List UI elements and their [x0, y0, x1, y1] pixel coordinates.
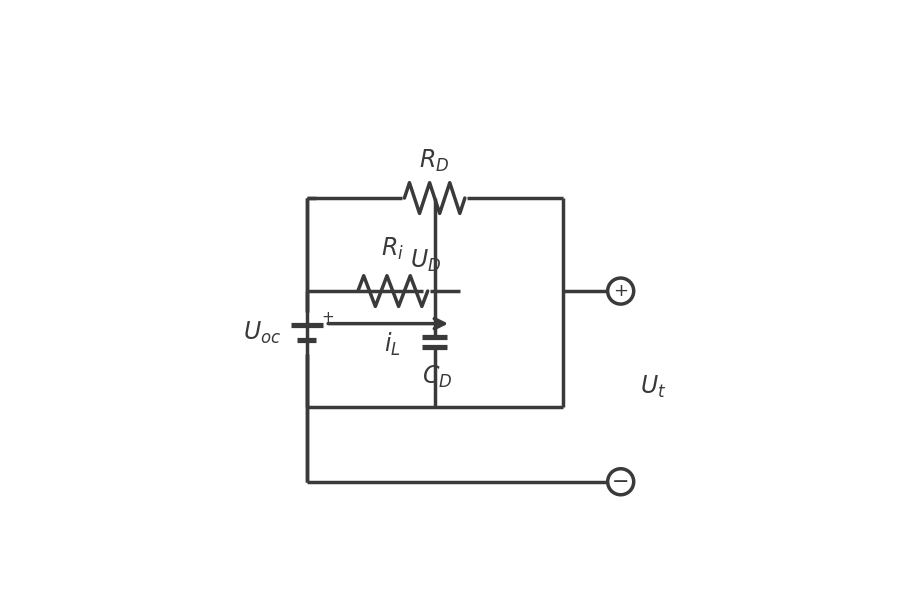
Text: −: −	[612, 472, 629, 492]
Text: +: +	[321, 310, 334, 325]
Text: +: +	[613, 282, 629, 300]
Text: $U_{oc}$: $U_{oc}$	[243, 320, 282, 346]
Text: $C_D$: $C_D$	[422, 364, 453, 390]
Text: $U_t$: $U_t$	[640, 373, 666, 399]
Text: $R_i$: $R_i$	[382, 236, 404, 262]
Text: $R_D$: $R_D$	[419, 148, 450, 174]
Text: $U_D$: $U_D$	[409, 248, 441, 274]
Text: $i_L$: $i_L$	[384, 331, 401, 358]
